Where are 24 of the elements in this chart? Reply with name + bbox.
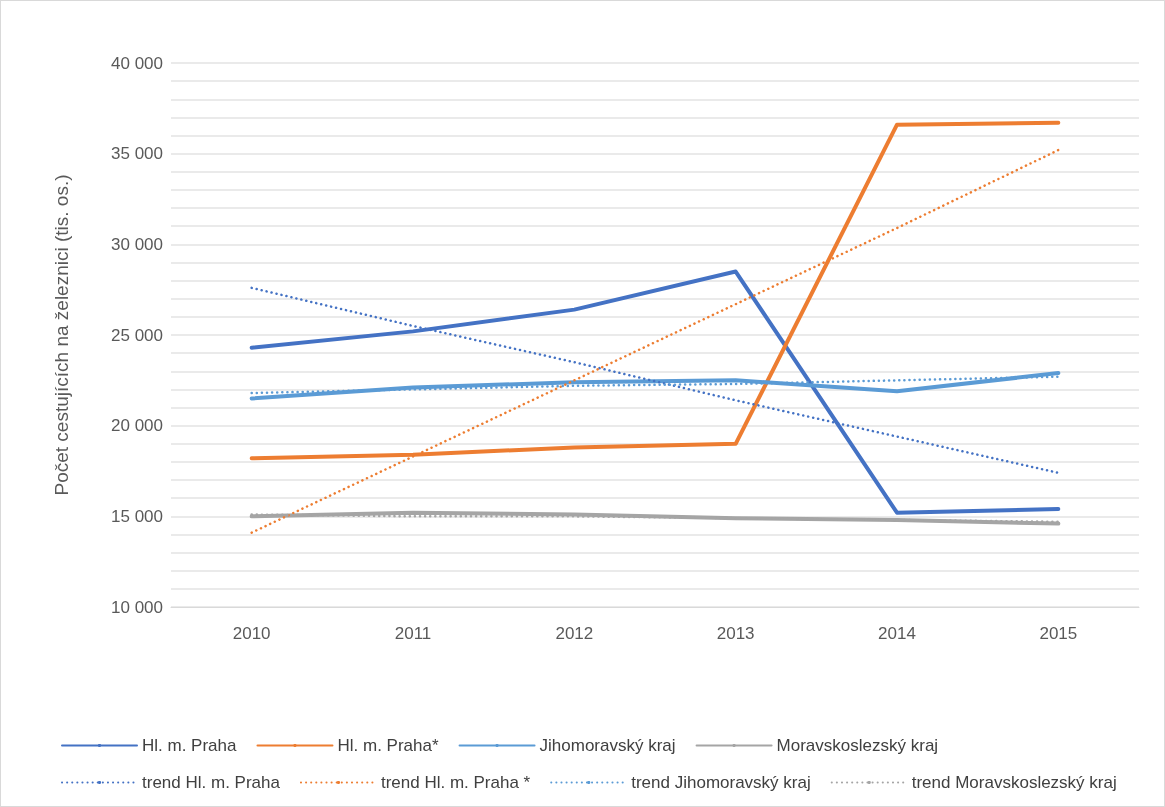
legend-label: trend Hl. m. Praha * <box>380 773 531 792</box>
y-tick-label: 10 000 <box>111 597 163 617</box>
legend-label: Jihomoravský kraj <box>539 736 676 755</box>
x-tick-label: 2013 <box>716 624 755 643</box>
x-tick-label: 2011 <box>394 624 432 643</box>
x-tick-label: 2010 <box>232 624 271 643</box>
line-series <box>249 269 1061 515</box>
legend-label: Moravskoslezský kraj <box>776 736 939 755</box>
y-tick-label: 30 000 <box>111 234 163 254</box>
legend-label: trend Jihomoravský kraj <box>631 773 811 792</box>
y-tick-label: 15 000 <box>111 506 163 526</box>
line-series <box>249 371 1061 401</box>
y-tick-label: 40 000 <box>111 53 163 73</box>
legend-label: Hl. m. Praha* <box>337 736 439 755</box>
y-tick-label: 20 000 <box>111 416 163 436</box>
y-tick-label: 25 000 <box>111 325 163 345</box>
y-tick-label: 35 000 <box>111 144 163 164</box>
legend-label: trend Moravskoslezský kraj <box>911 773 1117 792</box>
y-axis-title: Počet cestujících na železnici (tis. os.) <box>51 174 72 496</box>
x-tick-label: 2014 <box>878 624 916 643</box>
x-tick-label: 2012 <box>555 624 594 643</box>
x-tick-label: 2015 <box>1039 624 1078 643</box>
legend-label: Hl. m. Praha <box>142 736 238 755</box>
legend-label: trend Hl. m. Praha <box>142 773 281 792</box>
